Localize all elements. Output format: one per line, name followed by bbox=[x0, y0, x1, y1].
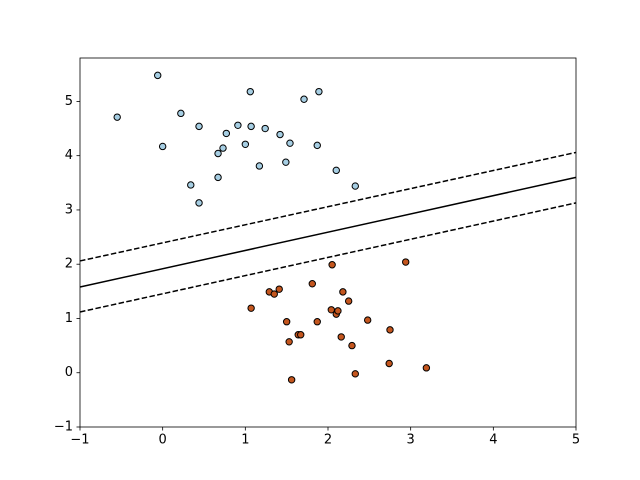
y-tick-label: 2 bbox=[65, 257, 73, 272]
point bbox=[255, 162, 264, 170]
x-tick-label: 5 bbox=[572, 433, 580, 448]
point bbox=[422, 364, 431, 372]
y-tick-label: −1 bbox=[54, 420, 73, 435]
point bbox=[285, 338, 293, 346]
x-tick-label: 4 bbox=[489, 433, 497, 448]
point bbox=[158, 142, 167, 151]
point bbox=[275, 285, 283, 293]
point bbox=[332, 166, 340, 175]
line bbox=[79, 176, 577, 288]
point bbox=[113, 113, 121, 121]
point bbox=[222, 129, 231, 138]
y-tick-label: 3 bbox=[65, 202, 73, 217]
point bbox=[247, 122, 255, 131]
point bbox=[287, 376, 296, 384]
point bbox=[195, 122, 203, 131]
point bbox=[385, 359, 393, 368]
point bbox=[339, 288, 347, 296]
point bbox=[214, 149, 222, 158]
x-tick-label: 2 bbox=[324, 433, 332, 448]
point bbox=[219, 144, 227, 152]
point bbox=[337, 333, 345, 341]
point bbox=[308, 280, 316, 288]
x-tick-label: 0 bbox=[159, 433, 167, 448]
line bbox=[79, 151, 577, 262]
y-tick-label: 1 bbox=[65, 311, 73, 326]
x-tick-label: 1 bbox=[241, 433, 249, 448]
point bbox=[386, 326, 394, 334]
point bbox=[276, 130, 284, 139]
y-tick-label: 5 bbox=[65, 94, 73, 109]
point bbox=[270, 290, 278, 298]
point bbox=[363, 316, 372, 324]
point bbox=[351, 370, 359, 378]
point bbox=[334, 307, 342, 315]
point bbox=[214, 173, 222, 182]
line bbox=[79, 202, 577, 313]
point bbox=[344, 297, 353, 305]
plot-frame bbox=[79, 57, 577, 428]
point bbox=[315, 87, 323, 96]
point bbox=[195, 199, 203, 207]
point bbox=[328, 261, 336, 269]
y-tick-label: 4 bbox=[65, 148, 73, 163]
point bbox=[246, 87, 254, 96]
point bbox=[300, 95, 308, 103]
x-tick-label: 3 bbox=[407, 433, 415, 448]
point bbox=[286, 139, 294, 147]
point bbox=[297, 331, 305, 339]
point bbox=[313, 141, 321, 150]
point bbox=[177, 109, 185, 118]
point bbox=[402, 258, 410, 266]
point bbox=[313, 318, 321, 326]
point bbox=[187, 181, 195, 189]
point bbox=[282, 158, 290, 166]
x-tick-label: −1 bbox=[70, 433, 89, 448]
point bbox=[247, 304, 255, 312]
point bbox=[351, 182, 359, 190]
point bbox=[234, 121, 242, 129]
point bbox=[154, 71, 162, 80]
point bbox=[261, 124, 269, 133]
point bbox=[241, 140, 250, 148]
y-tick-label: 0 bbox=[65, 365, 73, 380]
point bbox=[348, 341, 356, 350]
point bbox=[282, 318, 291, 326]
